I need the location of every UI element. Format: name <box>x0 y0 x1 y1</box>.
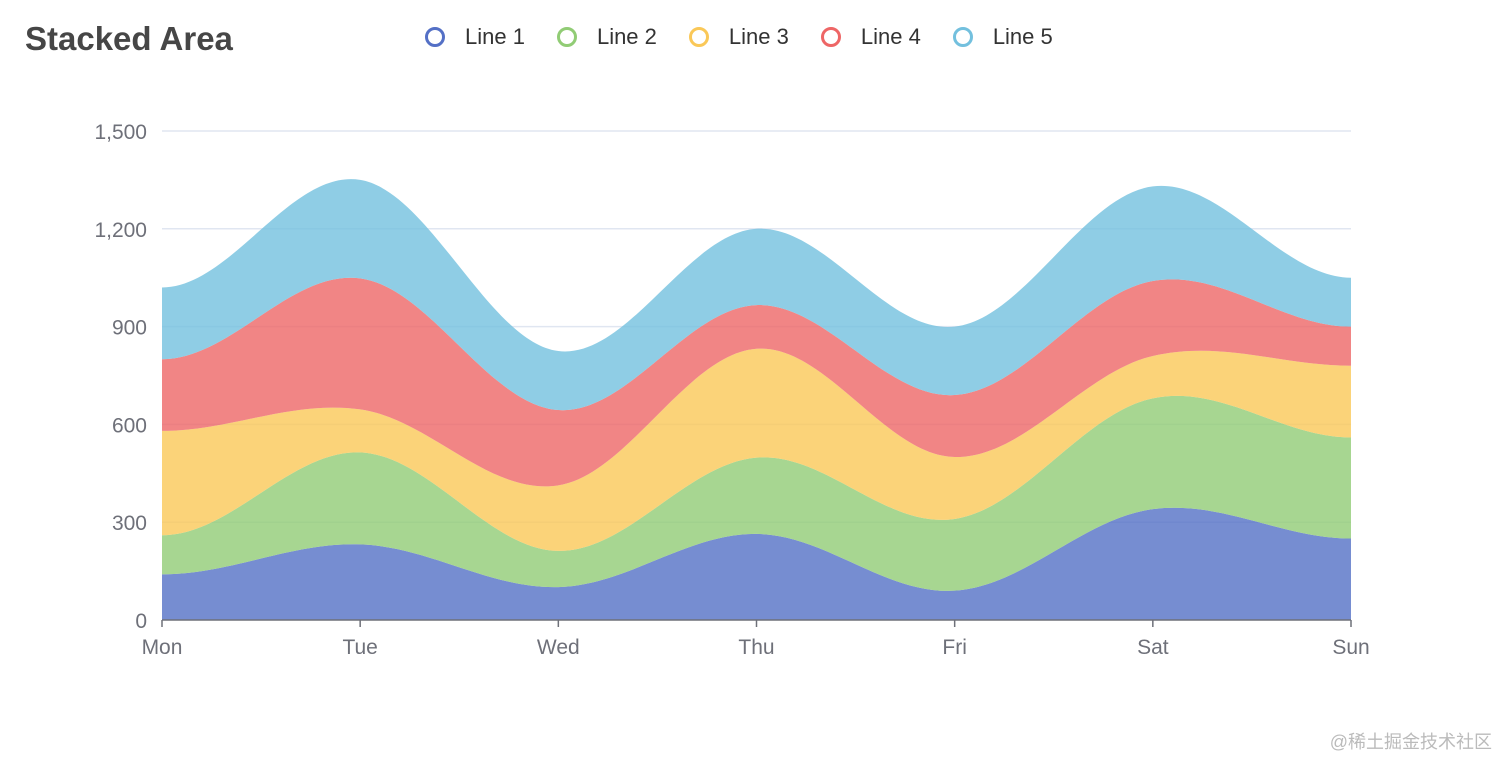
legend-marker-icon <box>556 27 577 47</box>
y-tick-label: 0 <box>135 610 147 633</box>
legend: Line 1 Line 2 Line 3 Line 4 Line 5 <box>425 24 1085 50</box>
legend-item[interactable]: Line 5 <box>952 24 1053 50</box>
area-series-2 <box>162 395 1351 591</box>
x-tick-label: Sat <box>1137 636 1169 659</box>
x-tick-label: Thu <box>738 636 774 659</box>
legend-label: Line 5 <box>992 24 1053 49</box>
y-tick-label: 1,500 <box>94 121 147 144</box>
legend-item[interactable]: Line 4 <box>820 24 921 50</box>
area-series-5 <box>162 179 1351 411</box>
y-tick-label: 600 <box>112 414 147 437</box>
area-series-4 <box>162 277 1351 487</box>
legend-marker-icon <box>425 27 445 47</box>
x-tick-label: Wed <box>537 636 580 659</box>
chart-title: Stacked Area <box>25 20 233 57</box>
legend-item[interactable]: Line 3 <box>688 24 789 50</box>
legend-marker-icon <box>688 27 709 47</box>
x-tick-label: Tue <box>342 636 377 659</box>
legend-item[interactable]: Line 2 <box>556 24 657 50</box>
y-tick-label: 1,200 <box>94 219 147 242</box>
legend-label: Line 2 <box>596 24 657 49</box>
area-series-1 <box>162 507 1351 620</box>
x-tick-label: Mon <box>142 636 183 659</box>
watermark: @稀土掘金技术社区 <box>1329 732 1492 752</box>
x-tick-label: Fri <box>942 636 967 659</box>
legend-label: Line 3 <box>728 24 789 49</box>
legend-item[interactable]: Line 1 <box>425 24 525 50</box>
area-series-3 <box>162 348 1351 551</box>
y-tick-label: 300 <box>112 512 147 535</box>
legend-marker-icon <box>820 27 841 47</box>
y-tick-label: 900 <box>112 317 147 340</box>
legend-label: Line 1 <box>465 24 525 49</box>
legend-marker-icon <box>952 27 973 47</box>
legend-label: Line 4 <box>860 24 921 49</box>
x-tick-label: Sun <box>1332 636 1369 659</box>
